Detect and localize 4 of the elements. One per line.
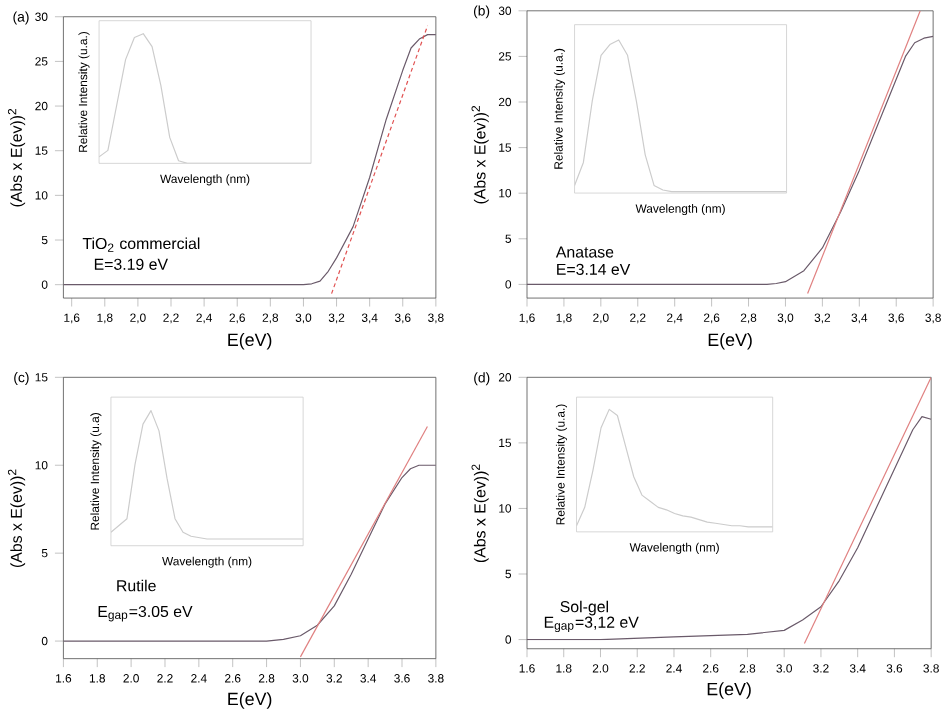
x-axis-title: E(eV): [708, 333, 752, 350]
x-axis-title: E(eV): [228, 333, 272, 350]
x-axis-title: E(eV): [707, 682, 751, 700]
x-axis-title: E(eV): [228, 692, 272, 710]
